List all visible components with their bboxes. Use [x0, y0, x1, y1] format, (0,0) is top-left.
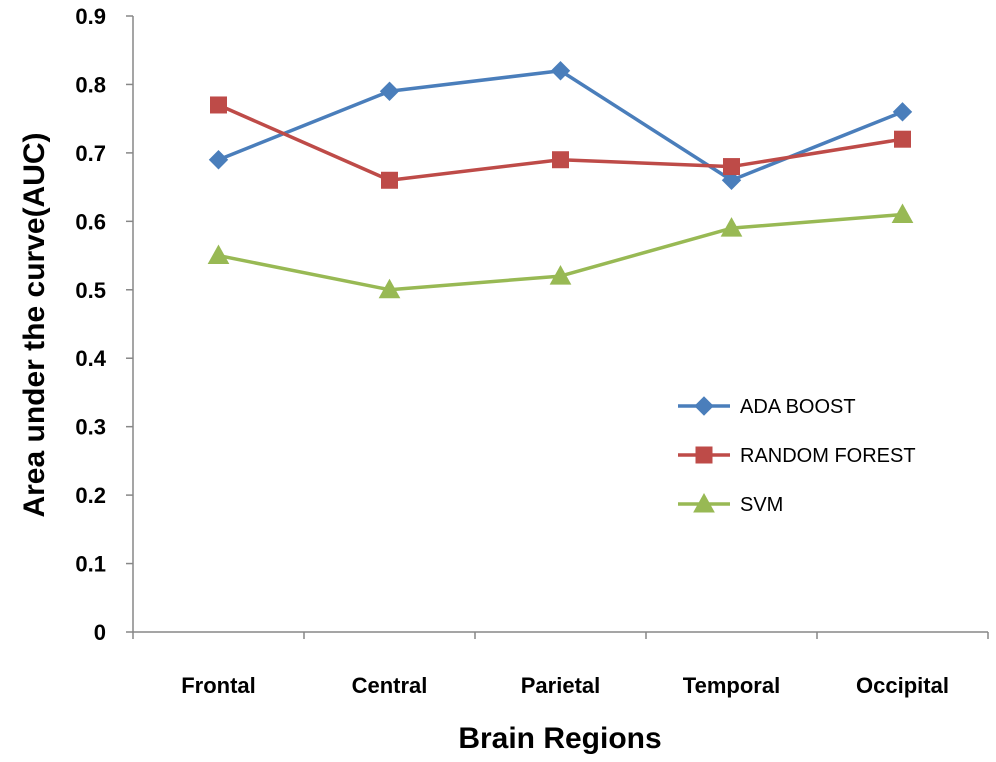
y-tick-label: 0.6 [75, 209, 106, 234]
y-tick-label: 0.9 [75, 4, 106, 29]
y-tick-label: 0 [94, 620, 106, 645]
legend-marker-random-forest [695, 446, 713, 464]
data-point-svm [378, 278, 401, 299]
legend-marker-ada-boost [694, 396, 714, 416]
data-point-random-forest [381, 171, 398, 189]
data-point-ada-boost [892, 102, 913, 122]
y-tick-label: 0.4 [75, 346, 106, 371]
data-point-svm [549, 265, 572, 285]
y-tick-labels: 0 0.1 0.2 0.3 0.4 0.5 0.6 0.7 0.8 0.9 [75, 4, 106, 645]
data-point-svm [891, 203, 914, 223]
data-point-random-forest [894, 130, 911, 148]
data-point-random-forest [552, 151, 569, 169]
legend-item-svm: SVM [678, 492, 783, 516]
x-tick-label: Parietal [521, 673, 601, 698]
y-tick-label: 0.1 [75, 552, 106, 577]
y-tick-label: 0.2 [75, 483, 106, 508]
axes [126, 15, 989, 639]
series-ada-boost [208, 61, 913, 190]
data-point-ada-boost [379, 81, 400, 101]
x-axis-title: Brain Regions [458, 722, 661, 755]
data-point-ada-boost [550, 61, 571, 81]
y-tick-label: 0.5 [75, 278, 106, 303]
legend-item-random-forest: RANDOM FOREST [678, 445, 916, 467]
series-svm [207, 203, 914, 299]
x-tick-label: Occipital [856, 673, 949, 698]
y-tick-label: 0.3 [75, 415, 106, 440]
data-point-svm [720, 217, 743, 237]
legend-label-ada-boost: ADA BOOST [740, 396, 856, 418]
data-point-random-forest [723, 158, 740, 176]
x-tick-label: Temporal [683, 673, 780, 698]
y-tick-label: 0.7 [75, 141, 106, 166]
y-tick-label: 0.8 [75, 72, 106, 97]
legend-marker-svm [693, 492, 715, 513]
x-tick-label: Frontal [181, 673, 256, 698]
legend-item-ada-boost: ADA BOOST [678, 396, 856, 418]
legend-label-random-forest: RANDOM FOREST [740, 445, 916, 467]
x-tick-label: Central [352, 673, 428, 698]
x-tick-labels: Frontal Central Parietal Temporal Occipital [181, 673, 949, 698]
legend-label-svm: SVM [740, 494, 783, 516]
data-point-ada-boost [721, 170, 742, 190]
data-point-ada-boost [208, 150, 229, 170]
series-layer [207, 61, 914, 299]
series-line-random-forest [217, 103, 903, 183]
y-axis-title: Area under the curve(AUC) [18, 132, 51, 517]
data-point-svm [207, 244, 230, 265]
legend: ADA BOOST RANDOM FOREST SVM [678, 396, 916, 516]
data-point-random-forest [210, 96, 227, 114]
series-random-forest [210, 96, 911, 189]
